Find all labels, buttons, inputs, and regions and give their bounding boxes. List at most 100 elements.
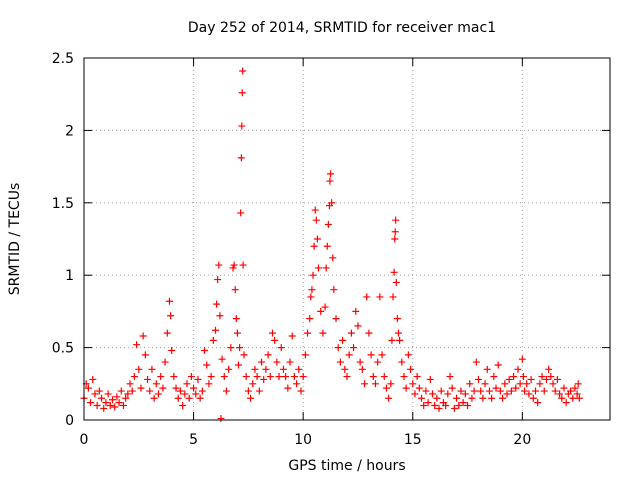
data-point (453, 394, 461, 402)
data-point (128, 387, 136, 395)
data-point (404, 351, 412, 359)
data-point (306, 315, 314, 323)
data-point (157, 373, 165, 381)
data-point (119, 402, 127, 410)
data-point (367, 351, 375, 359)
data-point (459, 399, 467, 407)
axis-ticks: 0 0.5 1 1.5 2 2.5 0 5 10 15 20 (52, 51, 610, 448)
data-point (444, 390, 452, 398)
data-point (233, 329, 241, 337)
data-point (547, 373, 555, 381)
data-point (286, 358, 294, 366)
data-point (192, 390, 200, 398)
data-point (365, 329, 373, 337)
data-point (89, 375, 97, 383)
x-axis-label: GPS time / hours (288, 458, 405, 474)
data-point (391, 228, 399, 236)
data-point (540, 387, 548, 395)
data-point (163, 329, 171, 337)
data-point (255, 387, 263, 395)
data-point (573, 390, 581, 398)
data-points (80, 67, 583, 423)
data-point (218, 355, 226, 363)
data-point (536, 380, 544, 388)
data-point (231, 286, 239, 294)
chart-title: Day 252 of 2014, SRMTID for receiver mac… (188, 20, 496, 36)
data-point (358, 365, 366, 373)
data-point (190, 384, 198, 392)
data-point (301, 351, 309, 359)
data-point (562, 399, 570, 407)
data-point (273, 358, 281, 366)
data-point (393, 315, 401, 323)
data-point (512, 384, 520, 392)
data-point (519, 373, 527, 381)
data-point (542, 375, 550, 383)
data-point (356, 358, 364, 366)
data-point (216, 312, 224, 320)
data-point (398, 358, 406, 366)
data-point (141, 351, 149, 359)
data-point (264, 351, 272, 359)
data-point (553, 375, 561, 383)
data-point (435, 404, 443, 412)
data-point (369, 373, 377, 381)
data-point (389, 293, 397, 301)
data-point (525, 390, 533, 398)
data-point (181, 390, 189, 398)
data-point (135, 365, 143, 373)
data-point (187, 373, 195, 381)
data-point (407, 365, 415, 373)
data-point (485, 387, 493, 395)
data-point (385, 394, 393, 402)
data-point (428, 390, 436, 398)
data-point (240, 351, 248, 359)
data-point (538, 373, 546, 381)
data-point (98, 394, 106, 402)
data-point (464, 402, 472, 410)
x-tick-label: 10 (294, 432, 312, 448)
data-point (483, 365, 491, 373)
data-point (426, 375, 434, 383)
data-point (176, 387, 184, 395)
data-point (503, 390, 511, 398)
data-point (496, 387, 504, 395)
data-point (146, 387, 154, 395)
data-point (167, 312, 175, 320)
data-point (516, 380, 524, 388)
data-point (196, 394, 204, 402)
data-point (545, 365, 553, 373)
data-point (479, 394, 487, 402)
data-point (329, 254, 337, 262)
data-point (327, 170, 335, 178)
data-point (93, 402, 101, 410)
data-point (220, 373, 228, 381)
data-point (117, 387, 125, 395)
data-point (237, 209, 245, 217)
data-point (113, 393, 121, 401)
data-point (420, 402, 428, 410)
data-point (185, 394, 193, 402)
data-point (339, 336, 347, 344)
data-point (330, 286, 338, 294)
data-point (215, 261, 223, 269)
data-point (183, 380, 191, 388)
data-point (347, 329, 355, 337)
data-point (170, 373, 178, 381)
x-tick-label: 5 (189, 432, 198, 448)
y-tick-label: 0.5 (52, 341, 74, 357)
data-point (446, 373, 454, 381)
data-point (133, 341, 141, 349)
data-point (556, 390, 564, 398)
y-tick-label: 2 (65, 123, 74, 139)
data-point (288, 332, 296, 340)
data-point (161, 358, 169, 366)
data-point (341, 365, 349, 373)
data-point (152, 380, 160, 388)
data-point (174, 394, 182, 402)
data-point (258, 358, 266, 366)
data-point (507, 387, 515, 395)
data-point (159, 384, 167, 392)
data-point (203, 361, 211, 369)
